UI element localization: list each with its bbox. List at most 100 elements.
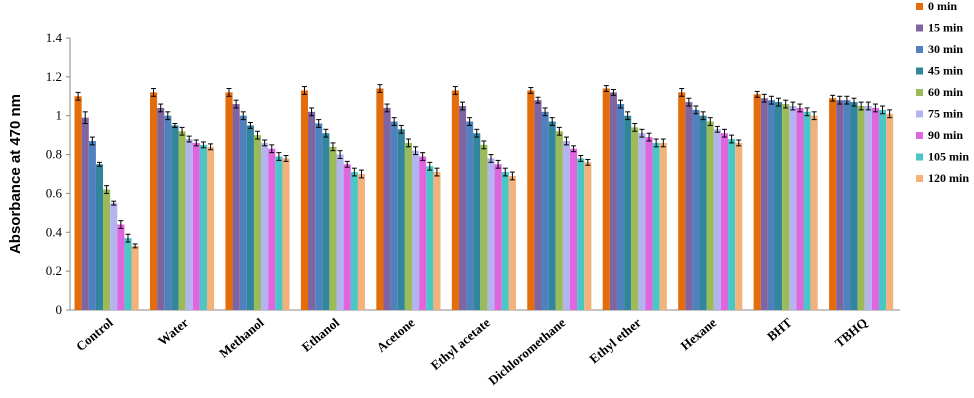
error-bar: [585, 158, 591, 166]
y-tick-label: 1.4: [46, 30, 63, 45]
error-bar: [323, 128, 329, 138]
bar: [760, 98, 768, 310]
bar: [315, 123, 323, 310]
bar: [487, 158, 495, 310]
bar: [88, 140, 96, 310]
y-tick-label: 0.4: [46, 224, 63, 239]
error-bar: [247, 122, 253, 129]
error-bar: [563, 136, 569, 146]
error-bar: [193, 139, 199, 147]
error-bar: [736, 139, 742, 147]
bar: [171, 125, 179, 310]
error-bar: [427, 161, 433, 171]
error-bar: [700, 111, 706, 121]
bar: [157, 107, 165, 310]
error-bar: [351, 167, 357, 177]
error-bar: [880, 105, 886, 115]
bar: [95, 164, 104, 310]
bar: [124, 238, 132, 310]
bar: [767, 100, 775, 311]
bar: [419, 156, 427, 310]
bar: [843, 100, 851, 311]
error-bar: [837, 95, 843, 105]
error-bar: [509, 171, 515, 181]
bar: [692, 109, 700, 310]
error-bar: [309, 107, 315, 117]
bar: [357, 174, 366, 310]
error-bar: [82, 111, 88, 124]
error-bar: [535, 96, 541, 104]
error-bar: [434, 167, 440, 177]
bar: [404, 142, 412, 310]
error-bar: [502, 167, 508, 177]
bar: [541, 111, 549, 310]
bar: [602, 88, 610, 310]
error-bar: [151, 88, 157, 97]
bar: [501, 172, 509, 310]
error-bar: [754, 90, 760, 98]
bar: [577, 158, 585, 310]
error-bar: [474, 128, 480, 138]
bar: [685, 102, 693, 310]
x-tick-label: Ethanol: [299, 315, 343, 355]
error-bar: [783, 99, 789, 109]
bar: [192, 142, 200, 310]
bar: [199, 144, 207, 310]
error-bar: [226, 88, 232, 97]
bar: [376, 88, 384, 310]
error-bar: [283, 155, 289, 162]
error-bar: [830, 94, 836, 102]
error-bar: [528, 87, 534, 94]
bar: [508, 175, 516, 310]
bar: [638, 133, 646, 310]
bar: [494, 164, 502, 310]
bar: [322, 133, 330, 310]
bar: [774, 102, 783, 310]
legend-swatch: [916, 110, 923, 118]
bar: [534, 100, 542, 311]
error-bar: [420, 152, 426, 161]
bar: [103, 189, 111, 310]
error-bar: [337, 150, 343, 159]
error-bar: [632, 122, 638, 132]
error-bar: [255, 130, 261, 140]
error-bar: [571, 145, 577, 153]
error-bar: [858, 101, 864, 111]
error-bar: [618, 99, 624, 109]
bar: [810, 115, 818, 310]
bar: [411, 150, 420, 310]
error-bar: [721, 128, 727, 138]
error-bar: [262, 139, 268, 147]
bar: [720, 133, 729, 310]
error-bar: [686, 97, 692, 107]
bar: [131, 245, 139, 310]
error-bar: [542, 107, 548, 117]
bar: [350, 172, 358, 310]
bar: [246, 125, 254, 310]
error-bar: [844, 95, 850, 105]
bar: [164, 115, 172, 310]
bar: [74, 96, 82, 311]
bar: [426, 166, 434, 310]
bar: [878, 109, 887, 310]
bar: [829, 98, 837, 310]
legend-swatch: [916, 3, 923, 10]
y-tick-label: 0: [56, 302, 63, 317]
error-bar: [459, 101, 465, 111]
bar: [782, 104, 790, 310]
legend-swatch: [916, 132, 923, 139]
error-bar: [790, 101, 796, 111]
error-bar: [96, 161, 102, 167]
bar: [678, 92, 686, 311]
error-bar: [804, 107, 810, 117]
bar: [857, 106, 865, 310]
bar: [117, 224, 125, 310]
bar: [458, 106, 467, 310]
bar: [239, 115, 247, 310]
bar: [178, 131, 186, 310]
bar: [466, 121, 474, 311]
y-tick-label: 0.8: [46, 147, 62, 162]
error-bar: [165, 111, 171, 121]
x-tick-label: Hexane: [678, 315, 720, 354]
error-bar: [660, 138, 666, 148]
